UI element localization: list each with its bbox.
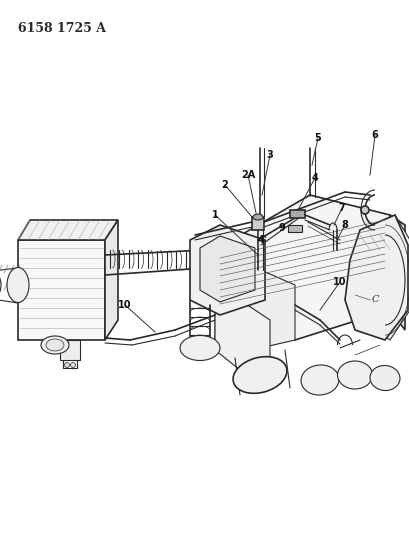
Ellipse shape	[64, 362, 70, 367]
Polygon shape	[18, 220, 118, 240]
Text: 9: 9	[278, 223, 285, 233]
Text: 1: 1	[211, 210, 218, 220]
Ellipse shape	[0, 271, 1, 299]
Polygon shape	[252, 217, 263, 230]
Text: 4: 4	[311, 173, 318, 183]
Polygon shape	[18, 240, 105, 340]
Polygon shape	[214, 250, 294, 355]
Ellipse shape	[369, 366, 399, 391]
Ellipse shape	[360, 206, 368, 214]
Text: 5: 5	[314, 133, 321, 143]
Text: 10: 10	[333, 277, 346, 287]
Text: C: C	[370, 295, 378, 304]
Text: 4': 4'	[256, 235, 266, 245]
Polygon shape	[189, 225, 264, 315]
Polygon shape	[200, 236, 254, 302]
Text: 2A: 2A	[240, 170, 254, 180]
Ellipse shape	[232, 357, 286, 393]
Ellipse shape	[252, 214, 262, 220]
Polygon shape	[60, 340, 80, 360]
Text: 10: 10	[118, 300, 131, 310]
Ellipse shape	[41, 336, 69, 354]
Text: 8: 8	[341, 220, 348, 230]
Polygon shape	[105, 220, 118, 340]
Polygon shape	[359, 215, 409, 340]
Ellipse shape	[70, 362, 75, 367]
Ellipse shape	[180, 335, 220, 360]
Ellipse shape	[7, 268, 29, 303]
Text: 7: 7	[338, 203, 344, 213]
Polygon shape	[214, 195, 389, 340]
Text: 3: 3	[266, 150, 273, 160]
Text: 2: 2	[221, 180, 228, 190]
Polygon shape	[344, 215, 407, 340]
Ellipse shape	[300, 365, 338, 395]
Polygon shape	[287, 225, 301, 232]
Polygon shape	[214, 300, 270, 370]
Polygon shape	[289, 210, 304, 218]
Ellipse shape	[337, 361, 372, 389]
Ellipse shape	[46, 339, 64, 351]
Text: 6158 1725 A: 6158 1725 A	[18, 22, 106, 35]
Polygon shape	[389, 215, 404, 330]
Text: 6: 6	[371, 130, 378, 140]
